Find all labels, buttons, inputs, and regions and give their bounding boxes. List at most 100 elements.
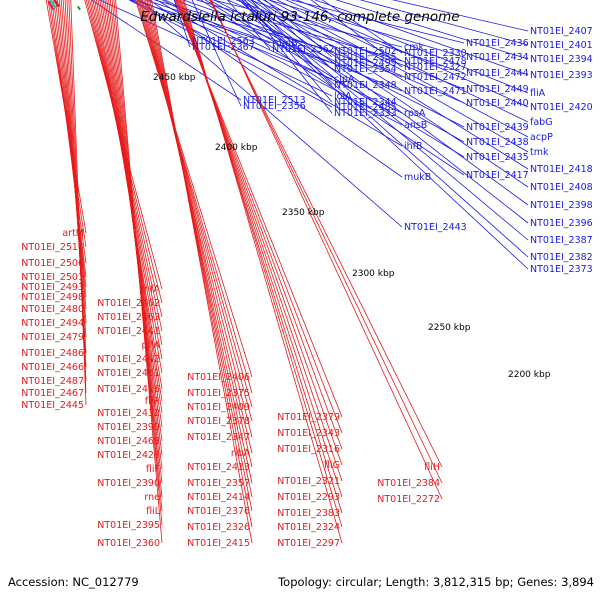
gene-labels: NT01EI_2563 rumBNT01EI_2513NT01EI_2502NT0… [21,26,592,549]
label-connector [177,0,343,466]
label-connector [250,0,333,86]
label-connector [251,0,529,188]
gene-feature [47,0,55,11]
gene-label: NT01EI_2373 [530,264,593,275]
label-connector [240,0,529,241]
tick-label: 2250 kbp [428,323,471,333]
gene-label: NT01EI_2324 [277,522,340,533]
gene-label: NT01EI_2406 [187,372,250,383]
gene-label: NT01EI_2438 [466,137,529,148]
gene-label: NT01EI_2493 [21,282,84,293]
gene-label: rumB [272,38,298,49]
gene-label: NT01EI_2440 [466,98,529,109]
gene-label: NT01EI_2293 [277,492,340,503]
label-connector [244,0,333,103]
gene-label: NT01EI_2463 [97,312,160,323]
label-connector [200,0,465,176]
gene-label: NT01EI_2398 [530,200,593,211]
label-connector [210,0,443,484]
label-connector [176,0,343,450]
gene-label: NT01EI_2347 [187,432,250,443]
gene-label: NT01EI_2471 [404,86,467,97]
label-connector [258,0,333,70]
gene-label: NT01EI_2376 [187,506,250,517]
tick-label: 2450 kbp [153,73,196,83]
gene-label: NT01EI_2443 [404,222,467,233]
gene-label: NT01EI_2395 [97,520,160,531]
label-connector [210,0,443,500]
label-connector [391,0,529,32]
gene-label: NT01EI_2494 [21,318,84,329]
gene-label: NT01EI_2399 [97,422,160,433]
gene-label: pflA [141,340,160,351]
gene-label: NT01EI_2362 [272,44,335,55]
topology-summary: Topology: circular; Length: 3,812,315 bp… [278,575,594,589]
label-connector [268,0,529,138]
label-connector [47,0,87,248]
gene-label: NT01EI_2356 [243,101,306,112]
gene-label: NT01EI_2434 [466,52,529,63]
gene-label: NT01EI_2367 [192,42,255,53]
gene-label: NT01EI_2409 [187,402,250,413]
label-connector [209,0,443,468]
gene-label: ribA [231,448,251,459]
label-connector [45,0,87,234]
label-connector [137,0,253,408]
label-connector [181,0,343,514]
label-connector [85,0,163,304]
gene-label: NT01EI_2407 [530,26,593,37]
label-connector [109,0,163,498]
gene-feature [53,0,60,8]
gene-feature [49,0,57,10]
label-connector [90,0,242,101]
gene-label: NT01EI_2393 [530,70,593,81]
gene-label: NT01EI_2297 [277,538,340,549]
gene-label: NT01EI_2436 [466,38,529,49]
tick-label: 2350 kbp [282,208,325,218]
label-connector [115,0,163,544]
gene-label: NT01EI_2467 [21,388,84,399]
gene-label: fliR [145,396,161,407]
gene-label: NT01EI_2375 [187,388,250,399]
label-connector [178,0,343,482]
gene-label: NT01EI_2485 [334,102,397,113]
gene-label: NT01EI_2429 [97,450,160,461]
gene-feature [77,5,81,11]
gene-label: NT01EI_2413 [187,462,250,473]
label-connector [276,0,529,123]
label-connector [151,0,253,544]
label-connector [156,0,403,147]
gene-label: NT01EI_2478 [404,56,467,67]
gene-label: NT01EI_2442 [97,354,160,365]
label-connector [310,0,403,68]
gene-label: NT01EI_2445 [21,400,84,411]
label-connector [173,0,191,48]
gene-label: NT01EI_2390 [97,478,160,489]
gene-label: NT01EI_2354 [334,64,397,75]
label-connector [57,0,87,310]
gene-label: NT01EI_2506 [21,258,84,269]
gene-label: NT01EI_2387 [530,235,593,246]
label-connector [262,0,529,153]
gene-label: NT01EI_2417 [466,170,529,181]
gene-label: NT01EI_2435 [466,152,529,163]
label-connector [55,0,87,298]
gene-label: clpA [334,74,355,85]
gene-label: NT01EI_2384 [377,478,440,489]
gene-label: NT01EI_2360 [97,538,160,549]
gene-label: NT01EI_2480 [21,304,84,315]
gene-label: NT01EI_2420 [530,102,593,113]
gene-label: rpsA [404,108,426,119]
map-title: Edwardsiella ictaluri 93-146, complete g… [140,9,460,25]
gene-label: NT01EI_2401 [530,40,593,51]
gene-label: NT01EI_2379 [277,412,340,423]
gene-label: NT01EI_2343 [277,428,340,439]
gene-label: NT01EI_2382 [530,252,593,263]
label-connector [246,0,529,206]
label-connector [142,0,253,454]
label-connector [321,0,403,54]
gene-label: NT01EI_2441 [97,326,160,337]
label-connector [174,0,343,418]
tick-labels: 2450 kbp 2400 kbp 2350 kbp 2300 kbp 2250 kbp… [153,73,551,380]
label-connector [175,0,343,434]
